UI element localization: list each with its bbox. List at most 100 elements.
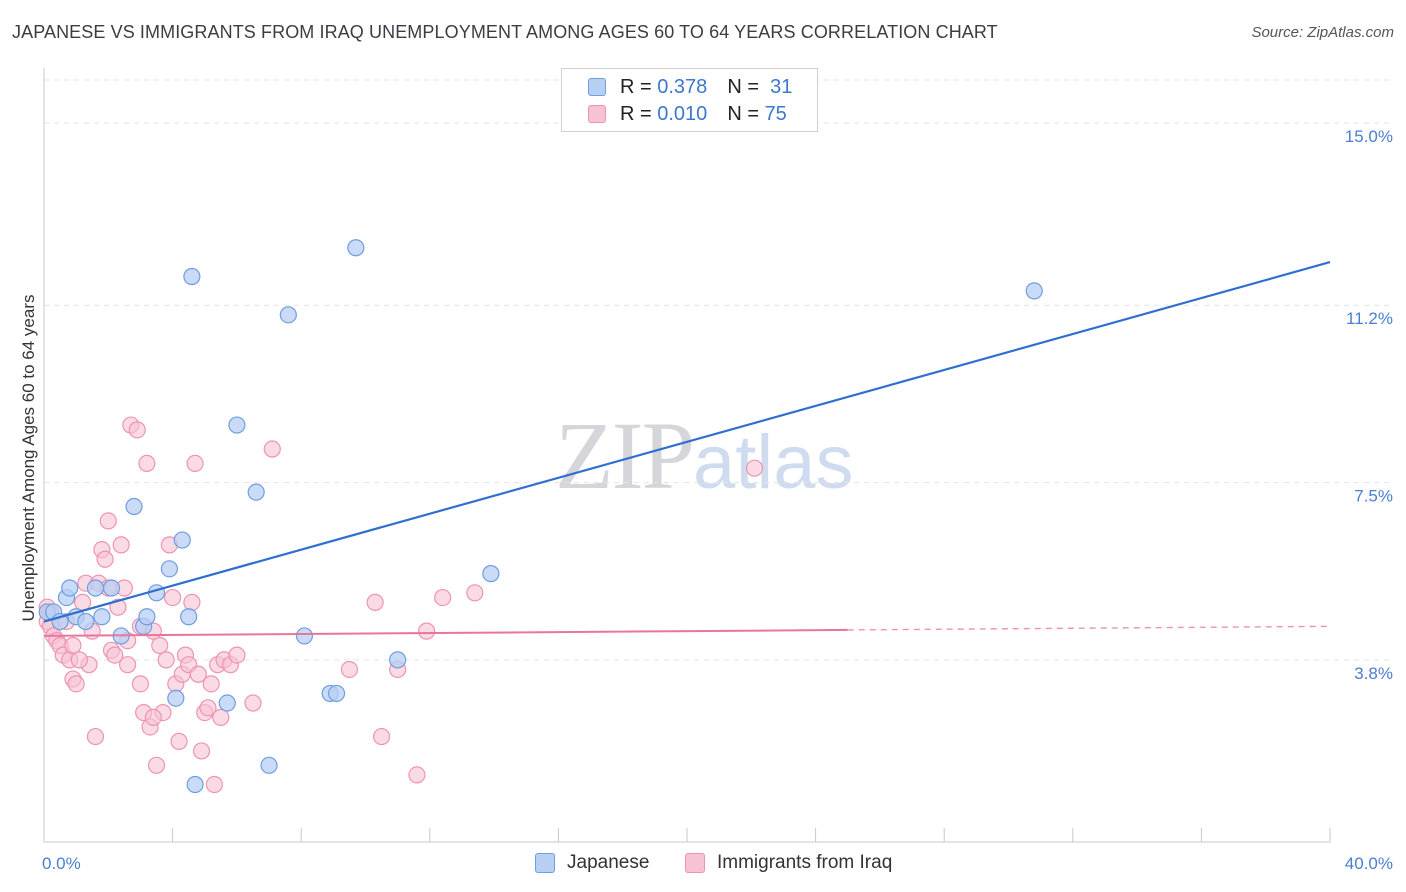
iraq-points [38, 416, 764, 794]
series-label-iraq: Immigrants from Iraq [717, 852, 893, 873]
y-tick-label: 7.5% [1354, 487, 1393, 506]
point-iraq [366, 593, 384, 611]
point-japanese [228, 416, 246, 434]
legend-r-label: R = [620, 102, 652, 125]
point-iraq [244, 694, 262, 712]
point-japanese [167, 689, 185, 707]
point-japanese [61, 579, 79, 597]
legend-n-label: N = [727, 102, 759, 125]
point-iraq [189, 665, 207, 683]
point-iraq [151, 636, 169, 655]
series-label-japanese: Japanese [567, 852, 650, 873]
point-iraq [73, 593, 92, 611]
point-iraq [340, 660, 359, 679]
y-tick-label: 15.0% [1345, 127, 1393, 146]
point-japanese [125, 497, 143, 516]
point-japanese [218, 694, 236, 712]
point-iraq [138, 454, 156, 472]
point-iraq [466, 584, 484, 602]
grid-lines [44, 79, 1392, 661]
point-japanese [482, 565, 500, 583]
series-legend: Japanese Immigrants from Iraq [0, 852, 1406, 878]
point-iraq [192, 742, 211, 760]
series-swatch-japanese [535, 853, 555, 873]
point-iraq [745, 459, 764, 477]
point-iraq [263, 440, 281, 458]
point-iraq [164, 588, 182, 607]
legend-row-iraq: R = 0.010 N = 75 [588, 102, 787, 126]
point-iraq [99, 512, 117, 530]
trendline-iraq-dashed [847, 625, 1331, 631]
source-credit: Source: ZipAtlas.com [1251, 24, 1394, 41]
legend-r-label: R = [620, 75, 652, 98]
point-iraq [86, 727, 105, 746]
point-iraq [372, 727, 391, 746]
legend-n-label: N = [727, 75, 759, 98]
point-japanese [173, 531, 191, 549]
point-japanese [260, 756, 278, 774]
legend-r-iraq: 0.010 [657, 102, 708, 125]
point-iraq [144, 708, 162, 726]
correlation-legend: R = 0.378 N = 31 R = 0.010 N = 75 [561, 68, 818, 132]
legend-r-japanese: 0.378 [657, 75, 708, 98]
trend-lines [43, 261, 1331, 637]
point-japanese [186, 775, 204, 794]
point-iraq [64, 636, 82, 655]
point-iraq [212, 708, 230, 726]
y-axis-labels: 3.8% 7.5% 11.2% 15.0% [1345, 127, 1393, 683]
trendline-japanese [43, 261, 1331, 623]
point-japanese [1025, 282, 1043, 300]
legend-n-japanese: 31 [770, 75, 793, 98]
point-japanese [183, 267, 201, 286]
point-iraq [228, 646, 246, 664]
watermark-zip: ZIP [555, 402, 695, 509]
point-iraq [70, 651, 88, 669]
point-iraq [205, 775, 223, 794]
point-iraq [199, 699, 217, 717]
point-iraq [183, 593, 201, 611]
series-legend-japanese[interactable]: Japanese [535, 852, 649, 874]
watermark: ZIPatlas [555, 400, 854, 511]
legend-row-japanese: R = 0.378 N = 31 [588, 75, 792, 99]
point-iraq [170, 732, 188, 750]
trendline-iraq-solid [43, 628, 848, 637]
point-iraq [118, 656, 137, 674]
point-iraq [186, 454, 204, 472]
y-axis-title: Unemployment Among Ages 60 to 64 years [19, 295, 38, 622]
point-japanese [347, 239, 365, 257]
point-japanese [327, 684, 346, 703]
point-japanese [93, 608, 111, 626]
point-iraq [408, 766, 426, 784]
point-japanese [77, 612, 95, 631]
point-japanese [160, 560, 178, 578]
point-iraq [96, 550, 114, 568]
japanese-points [38, 239, 1043, 794]
point-japanese [86, 579, 105, 597]
point-japanese [389, 651, 407, 669]
point-iraq [417, 622, 436, 640]
y-tick-label: 3.8% [1354, 664, 1393, 683]
point-iraq [202, 675, 220, 693]
point-japanese [102, 579, 121, 597]
series-legend-iraq[interactable]: Immigrants from Iraq [685, 852, 892, 874]
point-japanese [295, 627, 314, 645]
point-iraq [109, 598, 127, 616]
point-iraq [157, 651, 175, 669]
point-iraq [434, 588, 452, 607]
point-japanese [279, 306, 297, 324]
point-iraq [131, 675, 150, 693]
axes [43, 68, 1331, 843]
point-japanese [180, 608, 198, 626]
series-swatch-iraq [685, 853, 705, 873]
x-tick-label-min: 0.0% [42, 854, 81, 873]
point-iraq [147, 756, 166, 774]
point-iraq [106, 646, 124, 664]
point-iraq [67, 675, 85, 693]
point-japanese [138, 608, 156, 626]
legend-swatch-iraq [588, 105, 606, 123]
chart-title: JAPANESE VS IMMIGRANTS FROM IRAQ UNEMPLO… [12, 22, 998, 42]
legend-n-iraq: 75 [764, 102, 787, 125]
point-japanese [247, 483, 265, 501]
point-iraq [128, 421, 146, 439]
